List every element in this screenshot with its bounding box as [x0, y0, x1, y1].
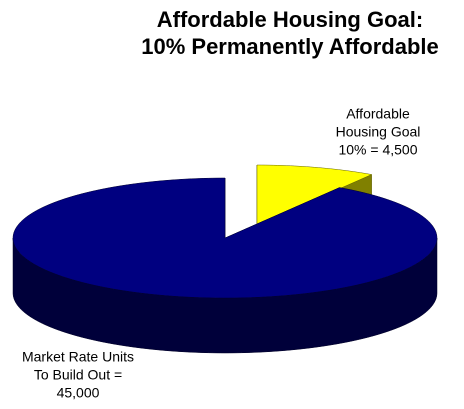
- data-label: 45,000: [57, 385, 100, 401]
- chart-title: 10% Permanently Affordable: [141, 34, 439, 59]
- data-label: 10% = 4,500: [338, 142, 417, 158]
- data-label: Housing Goal: [336, 124, 421, 140]
- data-label: To Build Out =: [34, 367, 122, 383]
- data-label: Market Rate Units: [22, 349, 134, 365]
- chart-title: Affordable Housing Goal:: [157, 7, 423, 32]
- data-label: Affordable: [346, 106, 410, 122]
- pie-slice: [256, 164, 373, 226]
- pie-slice: [12, 177, 438, 299]
